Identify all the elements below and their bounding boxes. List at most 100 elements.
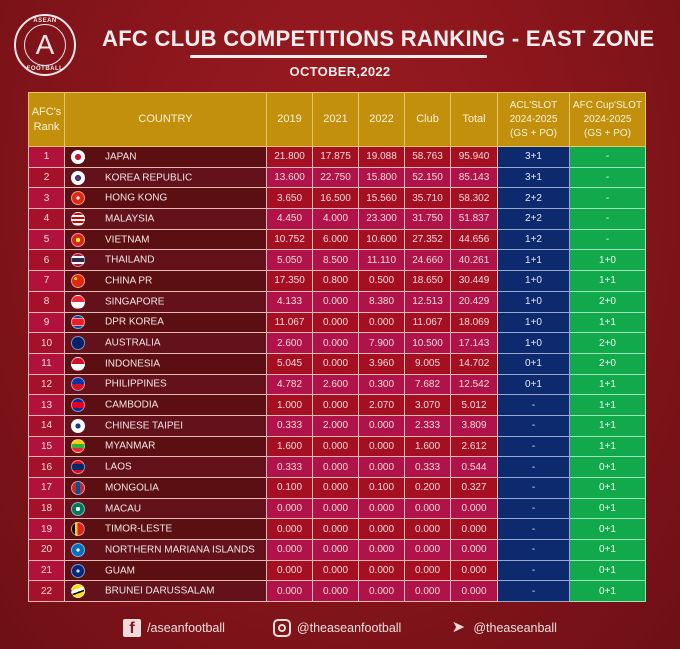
country-name: MALAYSIA [105, 213, 155, 225]
country-name: INDONESIA [105, 358, 161, 370]
rank-cell: 19 [28, 518, 65, 541]
total-score-cell: 18.069 [450, 311, 498, 334]
score-2022-cell: 0.000 [358, 311, 405, 334]
rank-cell: 4 [28, 208, 65, 230]
score-2022-cell: 0.000 [358, 539, 405, 561]
header-2019: 2019 [266, 92, 313, 147]
country-cell: HONG KONG [64, 187, 267, 210]
country-cell: LAOS [64, 456, 267, 478]
logo-bottom-text: FOOTBALL [26, 66, 64, 72]
score-2022-cell: 0.000 [358, 456, 405, 478]
score-2022-cell: 2.070 [358, 394, 405, 416]
country-cell: INDONESIA [64, 352, 267, 375]
rank-cell: 9 [28, 311, 65, 334]
club-score-cell: 35.710 [404, 187, 451, 210]
acl-slot-cell: - [497, 580, 570, 603]
country-cell: CHINESE TAIPEI [64, 414, 267, 437]
table-row: 22 BRUNEI DARUSSALAM 0.000 0.000 0.000 0.000 0… [28, 580, 646, 603]
club-score-cell: 1.600 [404, 435, 451, 458]
afc-cup-slot-cell: - [569, 208, 646, 230]
afc-cup-slot-cell: - [569, 187, 646, 210]
twitter-link[interactable]: ➤ @theaseanball [449, 619, 557, 637]
table-row: 6 THAILAND 5.050 8.500 11.110 24.660 40.261 1+1… [28, 249, 646, 272]
club-score-cell: 31.750 [404, 208, 451, 230]
club-score-cell: 0.000 [404, 497, 451, 520]
acl-slot-cell: 1+0 [497, 311, 570, 334]
score-2019-cell: 5.050 [266, 249, 313, 272]
score-2019-cell: 0.100 [266, 477, 313, 499]
club-score-cell: 24.660 [404, 249, 451, 272]
afc-cup-slot-cell: 2+0 [569, 332, 646, 354]
rank-cell: 1 [28, 146, 65, 168]
acl-slot-cell: 1+0 [497, 270, 570, 292]
score-2019-cell: 5.045 [266, 352, 313, 375]
score-2021-cell: 0.000 [312, 559, 359, 582]
club-score-cell: 27.352 [404, 228, 451, 251]
score-2022-cell: 15.560 [358, 187, 405, 210]
country-name: CAMBODIA [105, 399, 159, 411]
laos-flag-icon [71, 460, 85, 475]
score-2021-cell: 0.000 [312, 518, 359, 541]
club-score-cell: 10.500 [404, 332, 451, 354]
table-row: 2 KOREA REPUBLIC 13.600 22.750 15.800 52.150 8… [28, 166, 646, 189]
score-2021-cell: 0.000 [312, 311, 359, 334]
afc-cup-slot-cell: 0+1 [569, 497, 646, 520]
club-score-cell: 0.333 [404, 456, 451, 478]
macau-flag-icon [71, 501, 85, 516]
total-score-cell: 95.940 [450, 146, 498, 168]
club-score-cell: 9.005 [404, 352, 451, 375]
country-name: THAILAND [105, 254, 155, 266]
score-2019-cell: 4.133 [266, 290, 313, 313]
country-cell: AUSTRALIA [64, 332, 267, 354]
acl-slot-cell: 1+0 [497, 290, 570, 313]
rank-cell: 18 [28, 497, 65, 520]
country-name: HONG KONG [105, 192, 168, 204]
score-2021-cell: 16.500 [312, 187, 359, 210]
page-title: AFC CLUB COMPETITIONS RANKING - EAST ZON… [102, 26, 655, 51]
score-2021-cell: 0.000 [312, 332, 359, 354]
guam-flag-icon [71, 563, 85, 578]
facebook-link[interactable]: f /aseanfootball [123, 619, 225, 637]
cambodia-flag-icon [71, 398, 85, 413]
table-row: 11 INDONESIA 5.045 0.000 3.960 9.005 14.702 0+1… [28, 352, 646, 375]
club-score-cell: 12.513 [404, 290, 451, 313]
twitter-handle: @theaseanball [473, 621, 557, 635]
score-2021-cell: 2.000 [312, 414, 359, 437]
score-2022-cell: 3.960 [358, 352, 405, 375]
score-2019-cell: 3.650 [266, 187, 313, 210]
table-row: 7 CHINA PR 17.350 0.800 0.500 18.650 30.449 1+0… [28, 270, 646, 292]
facebook-handle: /aseanfootball [147, 621, 225, 635]
table-header-row: AFC's Rank COUNTRY 2019 2021 2022 Club To… [28, 92, 646, 147]
club-score-cell: 2.333 [404, 414, 451, 437]
score-2021-cell: 0.000 [312, 477, 359, 499]
header-2022: 2022 [358, 92, 405, 147]
rank-cell: 20 [28, 539, 65, 561]
country-cell: SINGAPORE [64, 290, 267, 313]
total-score-cell: 51.837 [450, 208, 498, 230]
rank-cell: 17 [28, 477, 65, 499]
instagram-link[interactable]: @theaseanfootball [272, 619, 401, 637]
score-2019-cell: 4.450 [266, 208, 313, 230]
facebook-icon: f [123, 619, 142, 637]
total-score-cell: 85.143 [450, 166, 498, 189]
country-cell: BRUNEI DARUSSALAM [64, 580, 267, 603]
afc-cup-slot-cell: 0+1 [569, 580, 646, 603]
afc-cup-slot-cell: 1+1 [569, 373, 646, 396]
afc-cup-slot-cell: - [569, 228, 646, 251]
country-name: GUAM [105, 565, 135, 577]
score-2019-cell: 1.600 [266, 435, 313, 458]
score-2019-cell: 0.000 [266, 518, 313, 541]
score-2022-cell: 0.000 [358, 497, 405, 520]
score-2022-cell: 0.100 [358, 477, 405, 499]
club-score-cell: 52.150 [404, 166, 451, 189]
afc-cup-slot-cell: - [569, 166, 646, 189]
score-2022-cell: 10.600 [358, 228, 405, 251]
afc-cup-slot-cell: 2+0 [569, 290, 646, 313]
rank-cell: 3 [28, 187, 65, 210]
acl-slot-cell: - [497, 497, 570, 520]
table-row: 3 HONG KONG 3.650 16.500 15.560 35.710 58.302 2… [28, 187, 646, 210]
country-name: AUSTRALIA [105, 337, 161, 349]
score-2021-cell: 0.000 [312, 435, 359, 458]
total-score-cell: 14.702 [450, 352, 498, 375]
afc-cup-slot-cell: 0+1 [569, 559, 646, 582]
